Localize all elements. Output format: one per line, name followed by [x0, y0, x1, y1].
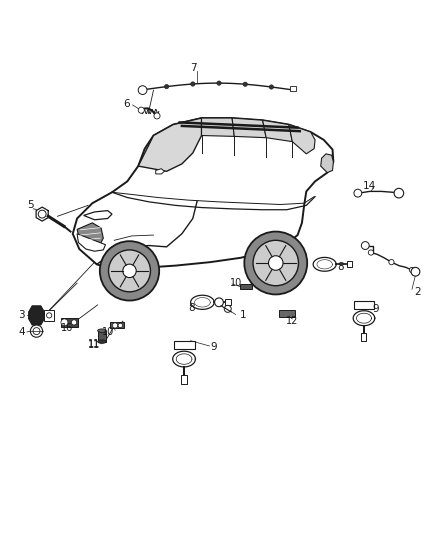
- Text: 9: 9: [210, 342, 217, 352]
- Text: 8: 8: [337, 262, 344, 271]
- Circle shape: [191, 82, 195, 86]
- Polygon shape: [263, 120, 292, 142]
- Text: 8: 8: [189, 303, 195, 312]
- Circle shape: [138, 107, 145, 113]
- Bar: [240, 284, 252, 289]
- Polygon shape: [321, 154, 333, 173]
- Text: 7: 7: [191, 63, 197, 73]
- Bar: [279, 310, 294, 317]
- Polygon shape: [173, 341, 194, 350]
- Polygon shape: [191, 295, 214, 309]
- Circle shape: [164, 84, 169, 89]
- Circle shape: [138, 86, 147, 94]
- Bar: [110, 322, 124, 328]
- Polygon shape: [77, 223, 103, 247]
- Polygon shape: [361, 333, 367, 342]
- Text: 16: 16: [61, 324, 73, 334]
- Text: 10: 10: [102, 327, 114, 337]
- Circle shape: [215, 298, 223, 306]
- Circle shape: [354, 189, 362, 197]
- Circle shape: [46, 313, 52, 318]
- Ellipse shape: [98, 329, 106, 333]
- Circle shape: [224, 305, 231, 312]
- Polygon shape: [77, 234, 106, 251]
- Polygon shape: [201, 118, 234, 136]
- Text: 5: 5: [27, 200, 34, 211]
- Circle shape: [217, 81, 221, 85]
- Bar: [44, 310, 54, 321]
- Circle shape: [253, 240, 298, 286]
- Circle shape: [389, 260, 394, 265]
- Polygon shape: [36, 207, 48, 221]
- Circle shape: [154, 113, 160, 119]
- Circle shape: [118, 323, 123, 328]
- Polygon shape: [353, 311, 375, 326]
- Circle shape: [368, 250, 374, 255]
- Polygon shape: [313, 257, 336, 271]
- Polygon shape: [138, 118, 201, 171]
- Circle shape: [109, 250, 150, 292]
- Circle shape: [361, 241, 369, 249]
- Circle shape: [394, 188, 404, 198]
- Polygon shape: [173, 351, 195, 367]
- Polygon shape: [354, 301, 374, 309]
- Ellipse shape: [98, 340, 106, 343]
- Text: 11: 11: [88, 340, 101, 350]
- Circle shape: [100, 241, 159, 301]
- Circle shape: [269, 85, 274, 89]
- Text: 9: 9: [372, 304, 378, 314]
- Circle shape: [71, 320, 77, 325]
- Polygon shape: [181, 375, 187, 384]
- Text: 11: 11: [88, 339, 101, 349]
- Polygon shape: [289, 125, 315, 154]
- Polygon shape: [155, 169, 164, 174]
- Text: 2: 2: [414, 287, 421, 297]
- Bar: [290, 86, 296, 91]
- Circle shape: [411, 268, 420, 276]
- Circle shape: [243, 82, 247, 86]
- Text: 12: 12: [286, 316, 299, 326]
- Text: 14: 14: [363, 181, 376, 191]
- Polygon shape: [73, 118, 333, 268]
- Polygon shape: [84, 211, 112, 220]
- Circle shape: [30, 325, 42, 337]
- Bar: [61, 318, 78, 327]
- Bar: [225, 299, 231, 305]
- Polygon shape: [232, 118, 266, 138]
- Polygon shape: [28, 306, 44, 325]
- Circle shape: [410, 268, 415, 272]
- Bar: [347, 261, 352, 268]
- Circle shape: [244, 231, 307, 294]
- Circle shape: [268, 256, 283, 270]
- Circle shape: [113, 323, 118, 328]
- Text: 10: 10: [230, 278, 242, 288]
- Text: 1: 1: [240, 310, 246, 320]
- Circle shape: [123, 264, 136, 278]
- Circle shape: [61, 319, 68, 326]
- Circle shape: [33, 328, 40, 335]
- Text: 4: 4: [18, 327, 25, 337]
- Polygon shape: [98, 330, 106, 342]
- Text: 6: 6: [123, 99, 130, 109]
- Text: 3: 3: [18, 310, 25, 320]
